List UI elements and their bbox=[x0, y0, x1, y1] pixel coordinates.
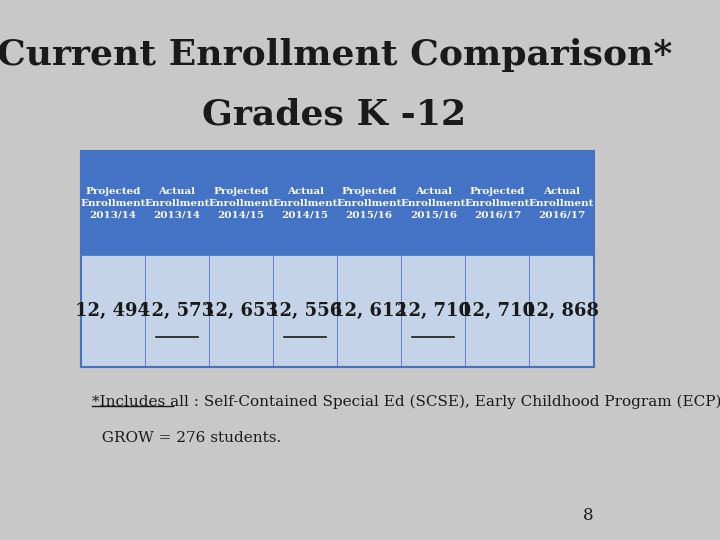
FancyBboxPatch shape bbox=[337, 255, 401, 367]
Text: GROW = 276 students.: GROW = 276 students. bbox=[91, 431, 281, 445]
Text: Actual
Enrollment
2016/17: Actual Enrollment 2016/17 bbox=[529, 187, 594, 219]
FancyBboxPatch shape bbox=[529, 255, 593, 367]
Text: Projected
Enrollment
2013/14: Projected Enrollment 2013/14 bbox=[80, 187, 145, 219]
Text: Grades K -12: Grades K -12 bbox=[202, 97, 467, 131]
Text: Projected
Enrollment
2015/16: Projected Enrollment 2015/16 bbox=[336, 187, 402, 219]
FancyBboxPatch shape bbox=[465, 255, 529, 367]
Text: 8: 8 bbox=[583, 507, 593, 524]
Text: Actual
Enrollment
2013/14: Actual Enrollment 2013/14 bbox=[144, 187, 210, 219]
FancyBboxPatch shape bbox=[337, 151, 401, 255]
FancyBboxPatch shape bbox=[209, 255, 273, 367]
Text: Current Enrollment Comparison*: Current Enrollment Comparison* bbox=[0, 38, 672, 72]
Text: *Includes all : Self-Contained Special Ed (SCSE), Early Childhood Program (ECP),: *Includes all : Self-Contained Special E… bbox=[91, 394, 720, 409]
FancyBboxPatch shape bbox=[465, 151, 529, 255]
Text: 12, 868: 12, 868 bbox=[524, 302, 599, 320]
Text: 12, 556: 12, 556 bbox=[268, 302, 343, 320]
Text: Actual
Enrollment
2015/16: Actual Enrollment 2015/16 bbox=[400, 187, 466, 219]
Text: 12, 710: 12, 710 bbox=[460, 302, 535, 320]
FancyBboxPatch shape bbox=[81, 151, 145, 255]
Text: 12, 653: 12, 653 bbox=[204, 302, 279, 320]
FancyBboxPatch shape bbox=[401, 255, 465, 367]
FancyBboxPatch shape bbox=[401, 151, 465, 255]
Text: 12, 573: 12, 573 bbox=[140, 302, 215, 320]
Text: 12, 612: 12, 612 bbox=[332, 302, 407, 320]
FancyBboxPatch shape bbox=[209, 151, 273, 255]
FancyBboxPatch shape bbox=[145, 151, 209, 255]
FancyBboxPatch shape bbox=[81, 255, 145, 367]
Text: 12, 710: 12, 710 bbox=[396, 302, 471, 320]
FancyBboxPatch shape bbox=[273, 255, 337, 367]
FancyBboxPatch shape bbox=[145, 255, 209, 367]
Text: Projected
Enrollment
2016/17: Projected Enrollment 2016/17 bbox=[464, 187, 530, 219]
FancyBboxPatch shape bbox=[529, 151, 593, 255]
FancyBboxPatch shape bbox=[273, 151, 337, 255]
Text: 12, 494: 12, 494 bbox=[76, 302, 150, 320]
Text: Actual
Enrollment
2014/15: Actual Enrollment 2014/15 bbox=[272, 187, 338, 219]
Text: Projected
Enrollment
2014/15: Projected Enrollment 2014/15 bbox=[208, 187, 274, 219]
